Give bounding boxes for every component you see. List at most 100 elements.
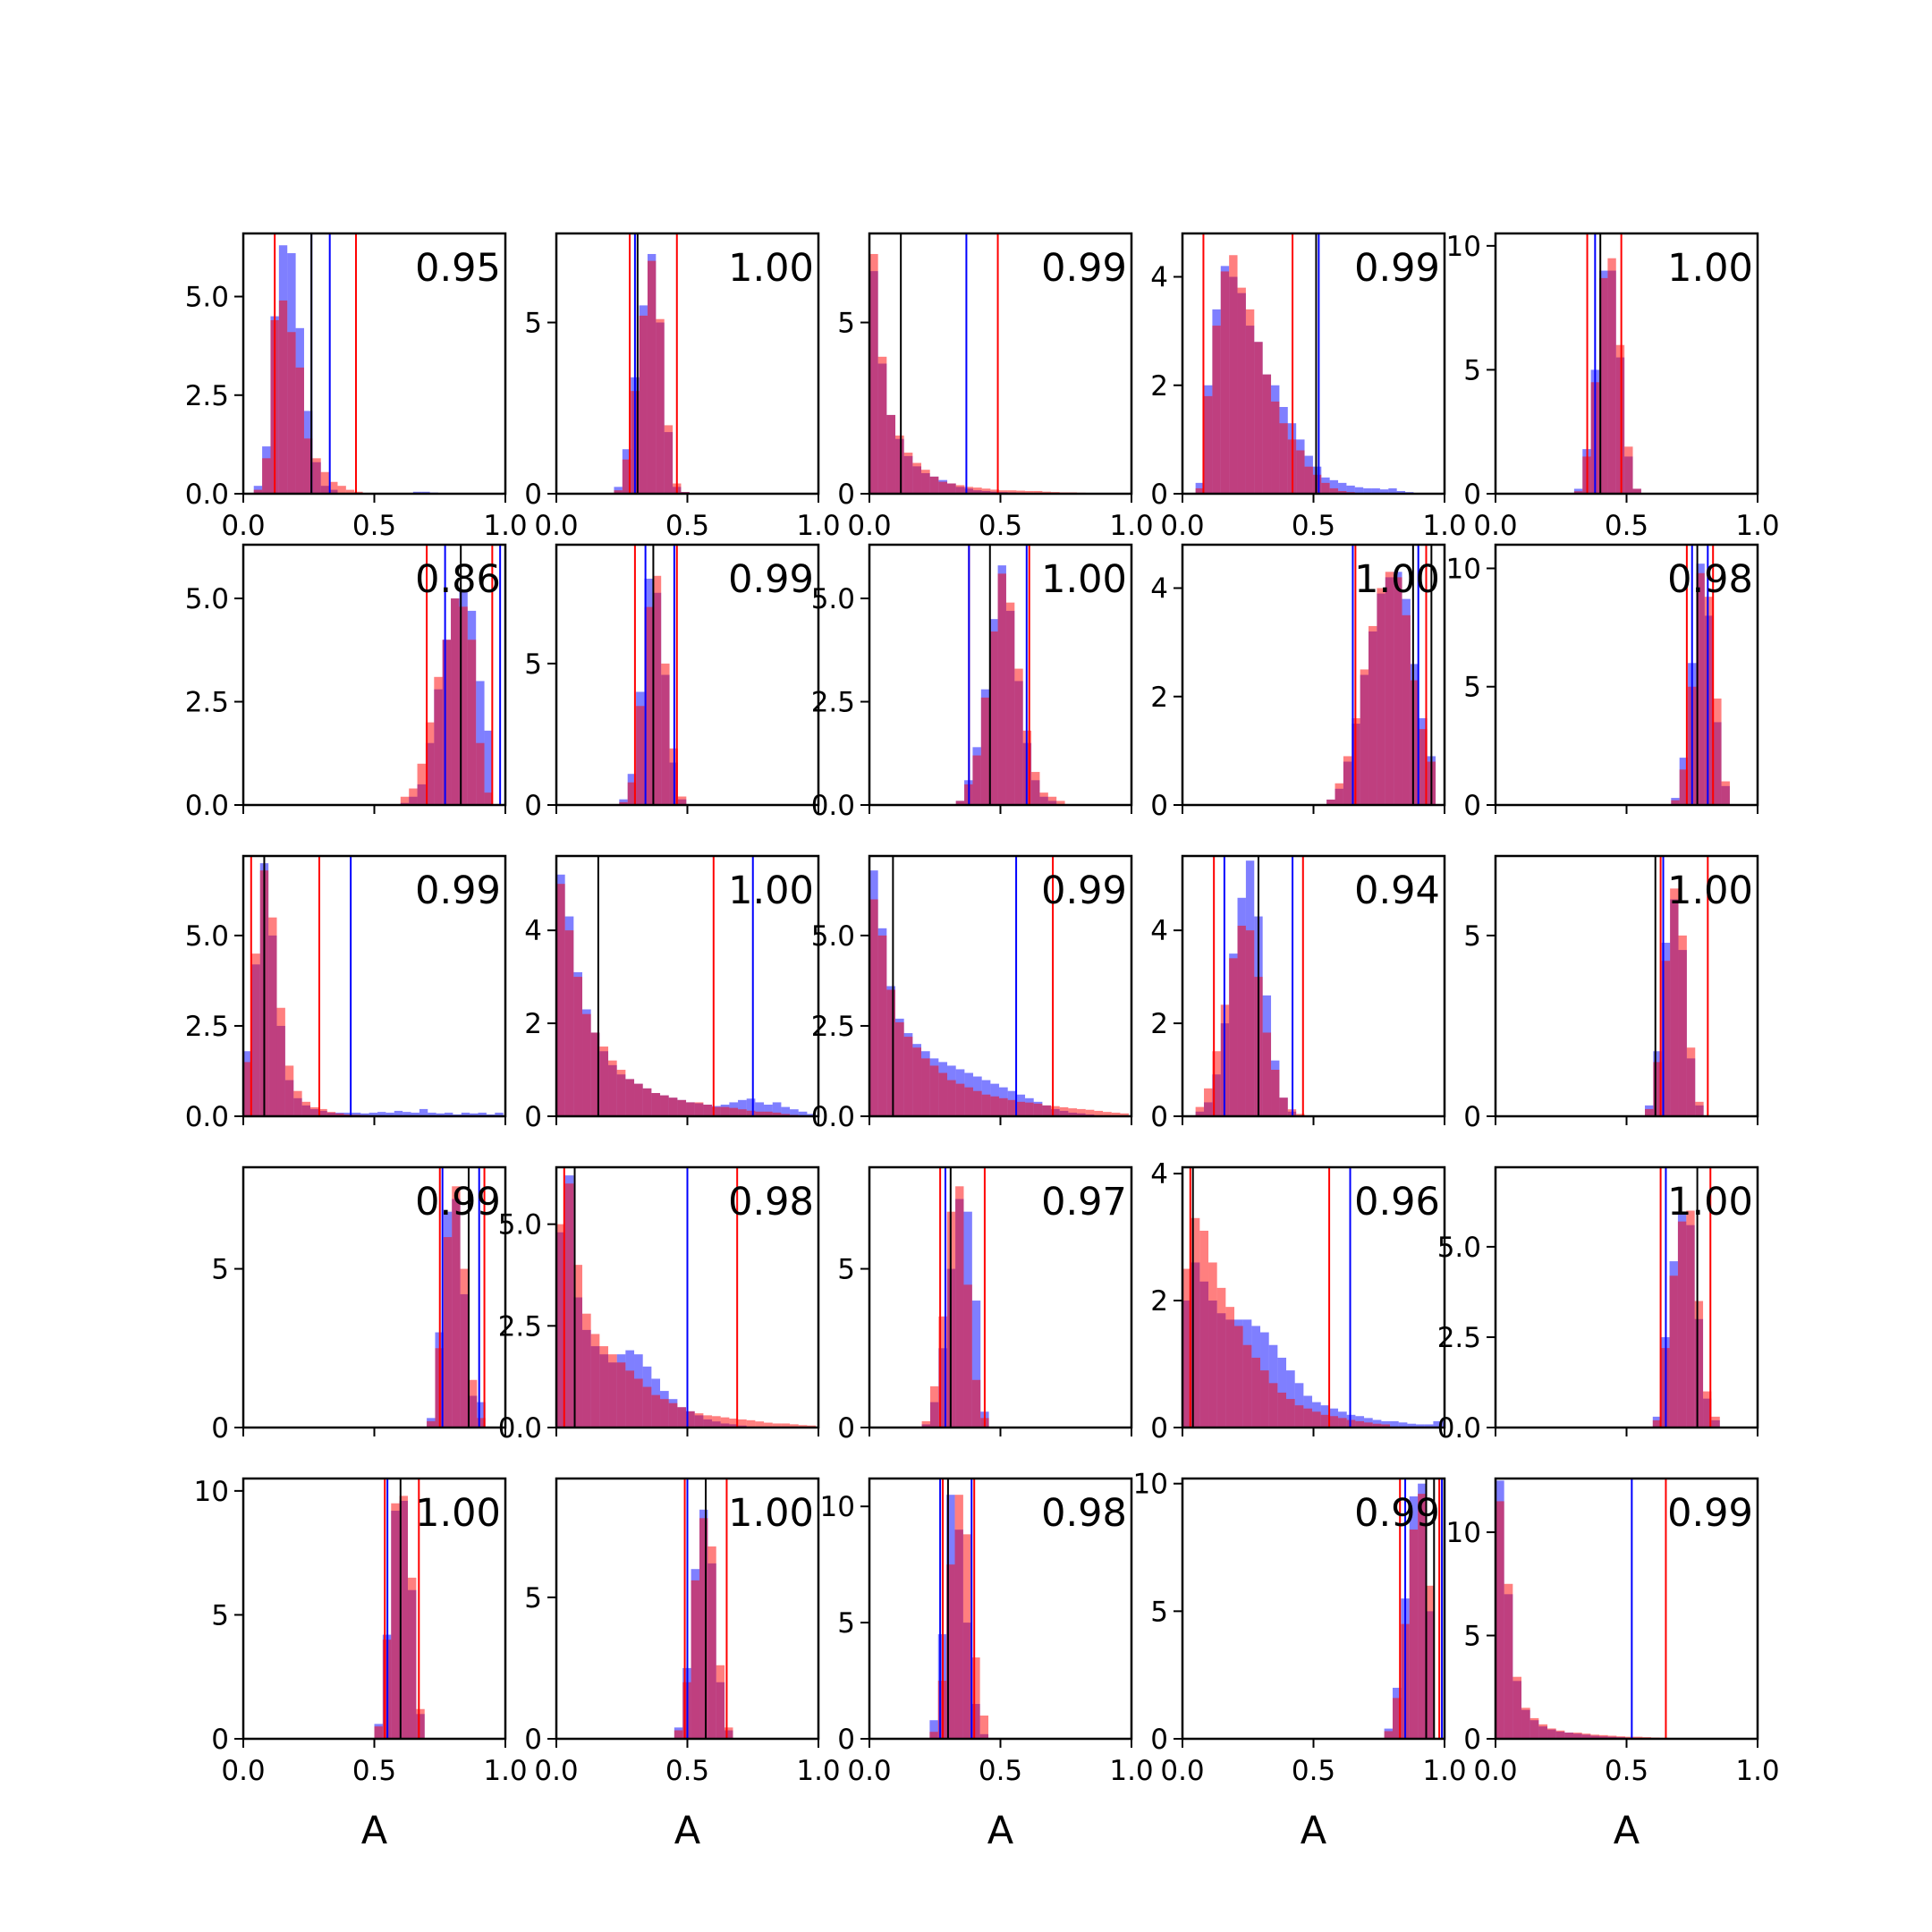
x-tick-label: 0.0 — [221, 1755, 265, 1787]
red-histogram-bar — [664, 425, 674, 494]
y-tick-label: 5 — [837, 1254, 855, 1286]
x-axis-label: A — [674, 1809, 701, 1853]
subplot-plot-area — [1182, 1167, 1445, 1428]
red-histogram-bar — [400, 796, 410, 805]
y-tick-label: 5.0 — [498, 1209, 542, 1241]
red-histogram-bar — [1496, 1501, 1504, 1739]
y-tick-label: 10 — [1446, 1517, 1481, 1549]
red-histogram-bar — [1581, 1733, 1591, 1739]
red-histogram-bar — [1303, 1408, 1313, 1428]
red-histogram-bar — [556, 884, 565, 1116]
red-histogram-bar — [877, 356, 887, 494]
red-histogram-bar — [1245, 309, 1255, 494]
subplot-r0-c1: 0 5 0.0 0.5 1.0 1.00 — [524, 232, 841, 542]
red-histogram-bar — [625, 1370, 635, 1428]
subplot-plot-area — [955, 545, 1065, 805]
y-tick-label: 2.5 — [185, 1011, 229, 1043]
y-tick-label: 0 — [1150, 479, 1168, 511]
x-tick-label: 0.5 — [352, 510, 396, 542]
x-tick-label: 0.0 — [1473, 510, 1517, 542]
red-histogram-bar — [1661, 961, 1671, 1116]
red-histogram-bar — [1262, 1032, 1272, 1116]
red-histogram-bar — [903, 453, 913, 494]
subplot-r0-c0: 0.0 2.5 5.0 0.0 0.5 1.0 0.95 — [185, 232, 528, 542]
red-histogram-bar — [1014, 668, 1023, 805]
blue-histogram-bar — [402, 1112, 411, 1116]
y-tick-label: 5.0 — [811, 920, 855, 953]
red-histogram-bar — [691, 1580, 699, 1739]
red-histogram-bar — [1409, 1530, 1419, 1739]
red-histogram-bar — [335, 1113, 344, 1116]
blue-histogram-bar — [929, 1720, 938, 1739]
red-histogram-bar — [337, 486, 346, 494]
red-histogram-bar — [955, 1083, 965, 1116]
red-histogram-bar — [1615, 344, 1625, 494]
red-histogram-bar — [287, 332, 296, 494]
subplot-annotation: 0.86 — [415, 557, 501, 602]
red-histogram-bar — [1573, 1733, 1582, 1739]
subplot-annotation: 1.00 — [1667, 1180, 1753, 1224]
red-histogram-bar — [1251, 1357, 1261, 1428]
subplot-plot-area — [253, 233, 438, 494]
x-tick-label: 1.0 — [1109, 1755, 1153, 1787]
x-tick-label: 0.5 — [665, 1755, 709, 1787]
red-histogram-bar — [1402, 614, 1411, 805]
red-histogram-bar — [416, 1708, 425, 1739]
y-tick-label: 2.5 — [185, 687, 229, 719]
red-histogram-bar — [1016, 1101, 1026, 1116]
blue-histogram-bar — [1329, 479, 1339, 494]
red-histogram-bar — [921, 470, 930, 494]
red-histogram-bar — [1208, 1262, 1217, 1428]
red-histogram-bar — [738, 1109, 747, 1116]
red-histogram-bar — [1225, 1307, 1235, 1428]
y-tick-label: 5 — [524, 308, 542, 340]
red-histogram-bar — [1564, 1733, 1574, 1739]
red-histogram-bar — [677, 1099, 687, 1116]
red-histogram-bar — [980, 697, 990, 805]
y-tick-label: 5 — [837, 1607, 855, 1640]
red-histogram-bar — [903, 1037, 913, 1116]
y-tick-label: 0 — [1150, 1724, 1168, 1756]
blue-histogram-bar — [1396, 490, 1406, 494]
red-histogram-bar — [1025, 1102, 1034, 1116]
y-tick-label: 10 — [1133, 1469, 1168, 1501]
blue-histogram-bar — [360, 1113, 369, 1116]
x-tick-label: 0.5 — [1292, 1755, 1335, 1787]
red-histogram-bar — [1704, 597, 1714, 805]
subplot-r4-c4: 0 5 10 0.0 0.5 1.0 0.99 A — [1446, 1477, 1780, 1853]
red-histogram-bar — [677, 1407, 687, 1428]
red-histogram-bar — [303, 438, 313, 494]
red-histogram-bar — [1410, 680, 1419, 805]
red-histogram-bar — [755, 1111, 765, 1116]
red-histogram-bar — [652, 575, 662, 805]
y-tick-label: 0 — [837, 1724, 855, 1756]
x-tick-label: 1.0 — [796, 1755, 840, 1787]
blue-histogram-bar — [746, 1098, 756, 1116]
subplot-r1-c3: 0 2 4 1.00 — [1150, 543, 1446, 822]
blue-histogram-bar — [1433, 1420, 1443, 1428]
red-histogram-bar — [1195, 1106, 1205, 1116]
red-histogram-bar — [1338, 490, 1347, 494]
red-histogram-bar — [627, 782, 637, 805]
subplot-r2-c1: 0 2 4 1.00 — [524, 854, 820, 1133]
red-histogram-bar — [1671, 800, 1680, 805]
red-histogram-bar — [1279, 423, 1288, 494]
red-histogram-bar — [443, 1237, 453, 1428]
red-histogram-bar — [619, 801, 628, 805]
red-histogram-bar — [1368, 625, 1377, 805]
red-histogram-bar — [1296, 1114, 1305, 1116]
red-histogram-bar — [1385, 572, 1394, 805]
red-histogram-bar — [1504, 1583, 1513, 1739]
x-axis-label: A — [1301, 1809, 1327, 1853]
red-histogram-bar — [651, 1093, 661, 1116]
red-histogram-bar — [647, 260, 657, 494]
subplot-r4-c3: 0 5 10 0.0 0.5 1.0 0.99 A — [1133, 1469, 1467, 1853]
subplot-r1-c4: 0 5 10 0.98 — [1446, 543, 1759, 822]
red-histogram-bar — [1513, 1676, 1522, 1739]
subplot-annotation: 1.00 — [1041, 557, 1127, 602]
blue-histogram-bar — [764, 1105, 773, 1116]
red-histogram-bar — [434, 676, 443, 805]
red-histogram-bar — [1304, 466, 1313, 494]
blue-histogram-bar — [495, 1112, 504, 1116]
red-histogram-bar — [1711, 1416, 1720, 1428]
